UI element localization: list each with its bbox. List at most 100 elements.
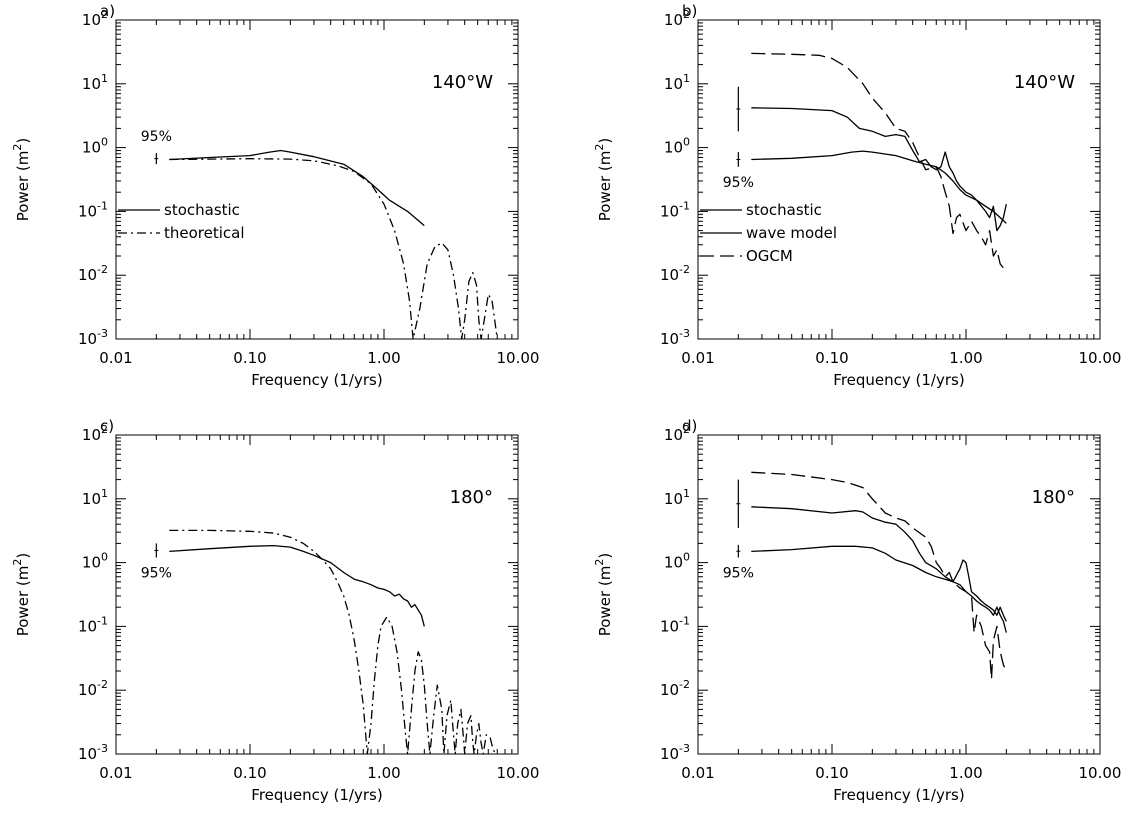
y-tick-base: 10 xyxy=(664,490,683,508)
y-tick-exponent: -2 xyxy=(679,263,690,276)
y-tick-exponent: -2 xyxy=(679,678,690,691)
y-axis-label-sup: 2 xyxy=(593,144,606,151)
y-tick-base: 10 xyxy=(660,266,679,284)
y-axis-label-main: Power (m xyxy=(596,566,614,637)
y-tick-exponent: 0 xyxy=(683,551,690,564)
location-label: 180° xyxy=(450,487,493,508)
plot-frame xyxy=(115,434,519,755)
series-line-2 xyxy=(169,158,498,340)
y-tick-label: 102 xyxy=(664,423,690,444)
y-tick-base: 10 xyxy=(660,330,679,348)
x-tick-label: 10.00 xyxy=(497,349,540,367)
y-tick-base: 10 xyxy=(664,426,683,444)
y-axis-label-main: Power (m xyxy=(596,151,614,222)
panel-label: b) xyxy=(682,2,697,20)
ci-label: 95% xyxy=(723,566,754,582)
y-tick-label: 100 xyxy=(82,551,108,572)
y-tick-base: 10 xyxy=(78,266,97,284)
y-tick-exponent: -1 xyxy=(679,199,690,212)
y-tick-label: 10-2 xyxy=(78,678,108,699)
series-line-2 xyxy=(169,529,497,755)
plot-frame xyxy=(697,19,1101,340)
plot-frame xyxy=(697,434,1101,755)
y-tick-exponent: 0 xyxy=(101,136,108,149)
y-tick-label: 10-1 xyxy=(660,614,690,635)
panel-2: 0.01 0.10 1.00 10.0010-310-210-1100101102Fr… xyxy=(593,2,1121,389)
x-tick-label: 0.10 xyxy=(815,349,848,367)
x-tick-label: 10.00 xyxy=(497,764,540,782)
y-axis-label: Power (m2) xyxy=(11,553,32,636)
panel-3: 0.01 0.10 1.00 10.0010-310-210-1100101102Fr… xyxy=(11,417,539,804)
panel-4: 0.01 0.10 1.00 10.0010-310-210-1100101102Fr… xyxy=(593,417,1121,804)
x-tick-label: 0.10 xyxy=(815,764,848,782)
y-axis-label-tail: ) xyxy=(596,553,614,559)
y-tick-base: 10 xyxy=(660,745,679,763)
x-tick-label: 0.10 xyxy=(233,764,266,782)
y-tick-label: 10-1 xyxy=(660,199,690,220)
location-label: 140°W xyxy=(1014,72,1075,93)
y-tick-base: 10 xyxy=(78,681,97,699)
series-line-3 xyxy=(751,52,1007,271)
y-tick-label: 100 xyxy=(664,136,690,157)
y-tick-base: 10 xyxy=(660,617,679,635)
panel-1: 0.01 0.10 1.00 10.0010-310-210-1100101102Fr… xyxy=(11,2,539,389)
y-tick-base: 10 xyxy=(78,745,97,763)
y-tick-exponent: 2 xyxy=(101,423,108,436)
y-tick-base: 10 xyxy=(664,554,683,572)
y-tick-label: 102 xyxy=(664,8,690,29)
y-tick-exponent: -3 xyxy=(679,742,690,755)
y-tick-label: 102 xyxy=(82,423,108,444)
x-tick-label: 0.10 xyxy=(233,349,266,367)
series-line-1 xyxy=(169,544,425,627)
x-axis-label: Frequency (1/yrs) xyxy=(833,786,964,804)
y-tick-base: 10 xyxy=(664,11,683,29)
y-tick-base: 10 xyxy=(82,426,101,444)
y-tick-label: 10-1 xyxy=(78,614,108,635)
y-tick-base: 10 xyxy=(82,554,101,572)
x-axis-label: Frequency (1/yrs) xyxy=(833,371,964,389)
y-tick-label: 101 xyxy=(664,72,690,93)
legend-label: theoretical xyxy=(164,224,245,242)
y-tick-label: 10-3 xyxy=(660,742,690,763)
y-tick-exponent: -1 xyxy=(97,614,108,627)
y-tick-exponent: -3 xyxy=(97,742,108,755)
y-axis-label-sup: 2 xyxy=(11,559,24,566)
y-tick-exponent: -3 xyxy=(97,327,108,340)
y-axis-label: Power (m2) xyxy=(593,138,614,221)
x-tick-label: 1.00 xyxy=(367,764,400,782)
y-tick-base: 10 xyxy=(82,11,101,29)
y-tick-exponent: 1 xyxy=(101,72,108,85)
x-tick-label: 0.01 xyxy=(99,349,132,367)
y-tick-label: 101 xyxy=(82,487,108,508)
y-axis-label-sup: 2 xyxy=(593,559,606,566)
y-tick-label: 10-2 xyxy=(660,678,690,699)
series-line-1 xyxy=(751,545,1007,633)
x-tick-label: 0.01 xyxy=(681,764,714,782)
series-line-2 xyxy=(751,107,1007,232)
location-label: 180° xyxy=(1032,487,1075,508)
y-tick-base: 10 xyxy=(660,202,679,220)
y-tick-label: 101 xyxy=(82,72,108,93)
y-tick-exponent: -2 xyxy=(97,263,108,276)
y-tick-exponent: -1 xyxy=(679,614,690,627)
plot-frame xyxy=(115,19,519,340)
legend-label: stochastic xyxy=(164,201,240,219)
y-tick-exponent: -1 xyxy=(97,199,108,212)
x-tick-label: 0.01 xyxy=(681,349,714,367)
y-tick-base: 10 xyxy=(664,139,683,157)
y-tick-base: 10 xyxy=(82,139,101,157)
x-tick-label: 1.00 xyxy=(949,764,982,782)
y-tick-base: 10 xyxy=(78,202,97,220)
y-tick-base: 10 xyxy=(82,490,101,508)
y-tick-label: 10-1 xyxy=(78,199,108,220)
y-tick-exponent: -2 xyxy=(97,678,108,691)
y-tick-exponent: 0 xyxy=(683,136,690,149)
legend-label: OGCM xyxy=(746,247,793,265)
y-tick-label: 10-3 xyxy=(78,742,108,763)
panel-label: a) xyxy=(100,2,115,20)
y-tick-exponent: 1 xyxy=(101,487,108,500)
y-tick-exponent: 2 xyxy=(101,8,108,21)
panel-label: c) xyxy=(100,417,114,435)
x-tick-label: 0.01 xyxy=(99,764,132,782)
